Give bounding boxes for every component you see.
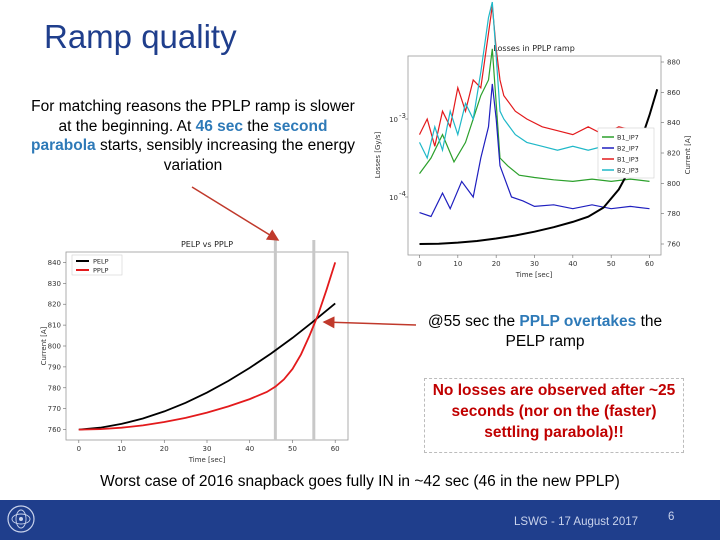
chart1-ytick-label: 840 (48, 259, 61, 267)
chart2-rtick-label: 780 (667, 210, 680, 218)
chart1-xtick-label: 60 (331, 445, 340, 453)
series-line-b2-ip3 (418, 1, 650, 160)
series-line-b1-ip3 (418, 5, 650, 147)
no-losses-callout: No losses are observed after ~25 seconds… (424, 378, 684, 453)
chart2-y-axis-right: 760 780 800 820 840 860 880 (661, 59, 680, 249)
chart1-ytick-label: 800 (48, 343, 61, 351)
footer-bar: LSWG - 17 August 2017 6 (0, 500, 720, 540)
chart1-xtick-label: 0 (77, 445, 81, 453)
chart2-rtick-label: 800 (667, 180, 680, 188)
slide-title: Ramp quality (44, 18, 237, 55)
chart1-xtick-label: 50 (288, 445, 297, 453)
chart1-ylabel: Current [A] (40, 326, 48, 365)
arrow-to-46sec (191, 186, 280, 241)
chart2-xtick-label: 30 (530, 260, 539, 268)
chart1-y-axis: 760 770 780 790 800 810 820 830 840 (48, 259, 66, 434)
intro-part2: the (243, 117, 274, 135)
chart1-title: PELP vs PPLP (181, 240, 233, 249)
overtake-part2: the PELP ramp (505, 313, 663, 350)
chart2-xtick-label: 60 (645, 260, 654, 268)
pelp-vs-pplp-chart: PELP vs PPLP 760 770 780 790 800 810 820 830 840… (40, 240, 349, 464)
chart2-ytick-base: 10 (389, 194, 398, 202)
chart1-legend-pelp: PELP (93, 258, 109, 266)
chart2-ytick-base: 10 (389, 116, 398, 124)
chart1-ytick-label: 830 (48, 280, 61, 288)
page-number: 6 (668, 511, 675, 523)
chart1-ytick-label: 760 (48, 426, 61, 434)
series-line-pplp (78, 262, 337, 431)
chart2-legend-label: B1_IP3 (617, 156, 639, 164)
chart2-ytick-exp: -3 (399, 112, 406, 120)
series-line-b1-ip7 (419, 48, 650, 183)
chart1-ytick-label: 790 (48, 363, 61, 371)
chart2-xtick-label: 0 (417, 260, 421, 268)
chart2-legend-label: B2_IP7 (617, 145, 639, 153)
intro-highlight-46sec: 46 sec (195, 117, 243, 135)
intro-text: For matching reasons the PPLP ramp is sl… (28, 97, 358, 175)
chart1-xtick-label: 40 (245, 445, 254, 453)
chart2-xtick-label: 40 (568, 260, 577, 268)
chart2-ylabel-left: Losses [Gy/s] (374, 131, 382, 178)
intro-part1: For matching reasons the PPLP ramp is sl… (31, 98, 355, 135)
intro-part3: starts, sensibly increasing the energy v… (95, 137, 355, 174)
chart1-markers (273, 240, 316, 440)
chart1-xtick-label: 20 (160, 445, 169, 453)
chart1-x-axis: 0 10 20 30 40 50 60 (77, 440, 340, 453)
series-line-pelp (78, 302, 336, 431)
overtake-highlight: PPLP overtakes (519, 313, 637, 330)
chart2-xtick-label: 10 (453, 260, 462, 268)
overtake-callout: @55 sec the PPLP overtakes the PELP ramp (410, 312, 680, 352)
losses-pplp-chart: Losses in PPLP ramp 0 10 20 30 40 50 60 10 -410… (374, 1, 692, 279)
intro-highlight-parabola: second parabola (31, 117, 328, 155)
arrow-to-crossing (322, 316, 417, 329)
chart1-ytick-label: 820 (48, 301, 61, 309)
chart1-xtick-label: 30 (203, 445, 212, 453)
chart2-rtick-label: 840 (667, 119, 680, 127)
chart1-xtick-label: 10 (117, 445, 126, 453)
chart2-series (418, 1, 659, 245)
overtake-part1: @55 sec the (427, 313, 520, 330)
chart2-rtick-label: 760 (667, 241, 680, 249)
chart2-rtick-label: 880 (667, 59, 680, 67)
chart2-legend: B1_IP7 B2_IP7 B1_IP3 B2_IP3 (602, 134, 639, 175)
chart2-x-axis: 0 10 20 30 40 50 60 (417, 255, 654, 268)
chart1-xlabel: Time [sec] (188, 456, 226, 464)
chart2-xtick-label: 20 (492, 260, 501, 268)
chart2-rtick-label: 860 (667, 89, 680, 97)
chart2-legend-label: B2_IP3 (617, 167, 639, 175)
chart2-ytick-exp: -4 (399, 190, 407, 198)
chart1-ytick-label: 810 (48, 322, 61, 330)
cern-logo-icon (7, 505, 35, 533)
chart2-title: Losses in PPLP ramp (493, 44, 575, 53)
chart2-rtick-label: 820 (667, 150, 680, 158)
chart2-y-axis-left: 10-410-3 (389, 112, 408, 202)
worst-case-note: Worst case of 2016 snapback goes fully I… (100, 473, 620, 490)
chart1-ytick-label: 770 (48, 405, 61, 413)
chart2-xtick-label: 50 (607, 260, 616, 268)
chart2-legend-label: B1_IP7 (617, 134, 639, 142)
footer-text: LSWG - 17 August 2017 (514, 516, 639, 528)
chart2-ylabel-right: Current [A] (684, 135, 692, 174)
series-line-b2-ip7 (419, 83, 650, 218)
chart2-xlabel: Time [sec] (515, 271, 553, 279)
chart1-ytick-label: 780 (48, 384, 61, 392)
chart1-series (78, 262, 337, 431)
chart1-legend-pplp: PPLP (93, 267, 108, 275)
